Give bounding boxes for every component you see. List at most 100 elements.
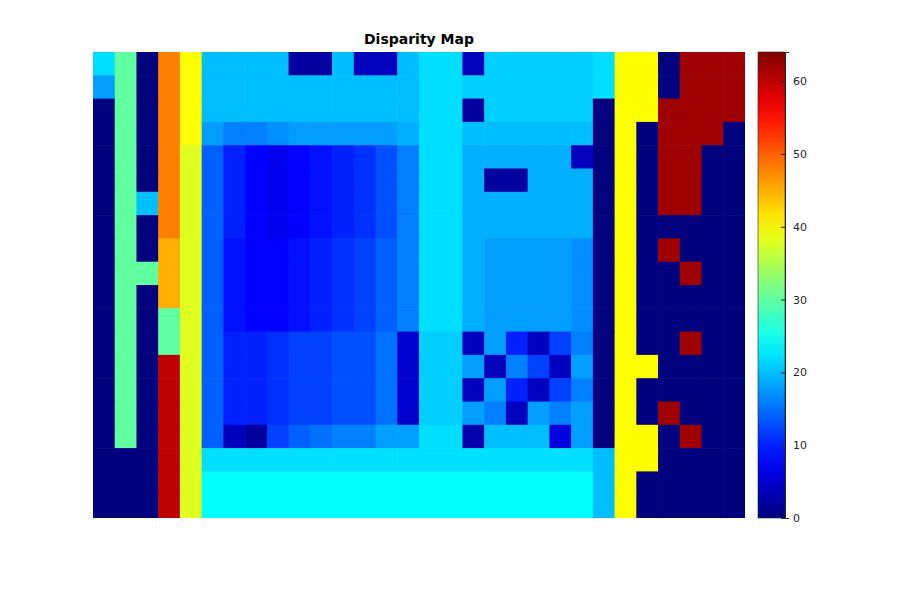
- cell: [615, 471, 637, 495]
- cell: [636, 215, 658, 239]
- cell: [245, 169, 267, 193]
- cell: [158, 308, 180, 332]
- cell: [441, 145, 463, 169]
- cell: [549, 425, 571, 449]
- cell: [354, 169, 376, 193]
- cell: [419, 122, 441, 146]
- cell: [93, 471, 115, 495]
- cell: [267, 99, 289, 123]
- cell: [397, 145, 419, 169]
- cell: [484, 99, 506, 123]
- cell: [332, 425, 354, 449]
- cell: [136, 308, 158, 332]
- cell: [158, 145, 180, 169]
- cell: [202, 75, 224, 99]
- cell: [528, 75, 550, 99]
- cell: [462, 448, 484, 472]
- cell: [202, 425, 224, 449]
- cell: [310, 99, 332, 123]
- tick-label: 50: [793, 148, 807, 161]
- cell: [136, 192, 158, 216]
- cell: [202, 285, 224, 309]
- cell: [354, 52, 376, 76]
- cell: [376, 308, 398, 332]
- cell: [245, 378, 267, 402]
- cell: [549, 471, 571, 495]
- cell: [158, 122, 180, 146]
- cell: [571, 192, 593, 216]
- cell: [441, 285, 463, 309]
- cell: [571, 448, 593, 472]
- cell: [441, 425, 463, 449]
- cell: [506, 99, 528, 123]
- cell: [680, 378, 702, 402]
- cell: [267, 75, 289, 99]
- cell: [289, 402, 311, 426]
- cell: [136, 75, 158, 99]
- cell: [723, 192, 745, 216]
- cell: [484, 378, 506, 402]
- cell: [115, 308, 137, 332]
- cell: [376, 402, 398, 426]
- cell: [354, 308, 376, 332]
- cell: [376, 378, 398, 402]
- cell: [332, 378, 354, 402]
- cell: [441, 262, 463, 286]
- cell: [702, 402, 724, 426]
- cell: [528, 378, 550, 402]
- cell: [615, 378, 637, 402]
- cell: [158, 285, 180, 309]
- cell: [310, 75, 332, 99]
- cell: [636, 99, 658, 123]
- cell: [223, 285, 245, 309]
- cell: [702, 332, 724, 356]
- cell: [593, 285, 615, 309]
- cell: [636, 285, 658, 309]
- cell: [723, 308, 745, 332]
- cell: [223, 192, 245, 216]
- cell: [223, 145, 245, 169]
- tick: 0: [781, 512, 800, 525]
- cell: [136, 448, 158, 472]
- cell: [636, 308, 658, 332]
- cell: [528, 308, 550, 332]
- cell: [397, 332, 419, 356]
- cell: [680, 332, 702, 356]
- cell: [462, 471, 484, 495]
- cell: [332, 471, 354, 495]
- cell: [571, 425, 593, 449]
- cell: [680, 495, 702, 518]
- cell: [615, 495, 637, 518]
- cell: [158, 215, 180, 239]
- cell: [223, 495, 245, 518]
- cell: [180, 448, 202, 472]
- cell: [636, 238, 658, 262]
- cell: [571, 332, 593, 356]
- cell: [462, 145, 484, 169]
- cell: [310, 471, 332, 495]
- cell: [571, 238, 593, 262]
- cell: [158, 425, 180, 449]
- cell: [223, 238, 245, 262]
- cell: [441, 75, 463, 99]
- tick: 10: [781, 439, 807, 452]
- cell: [158, 402, 180, 426]
- cell: [376, 169, 398, 193]
- cell: [593, 402, 615, 426]
- cell: [419, 308, 441, 332]
- cell: [115, 448, 137, 472]
- cell: [245, 145, 267, 169]
- cell: [136, 99, 158, 123]
- cell: [267, 425, 289, 449]
- cell: [397, 308, 419, 332]
- cell: [136, 471, 158, 495]
- cell: [593, 262, 615, 286]
- cell: [93, 262, 115, 286]
- cell: [310, 355, 332, 379]
- cell: [441, 99, 463, 123]
- cell: [658, 192, 680, 216]
- cell: [136, 402, 158, 426]
- cell: [310, 262, 332, 286]
- cell: [484, 75, 506, 99]
- cell: [571, 495, 593, 518]
